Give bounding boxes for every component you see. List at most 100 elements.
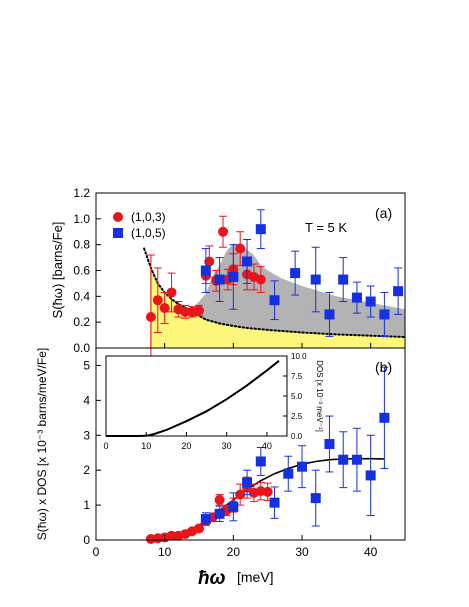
- a-103-point: [152, 295, 163, 306]
- a-103-point: [194, 305, 204, 316]
- legend-marker-circle: [113, 212, 123, 222]
- panel-b-x-tick-label: 0: [93, 545, 100, 559]
- a-105-point: [338, 274, 349, 285]
- panel-a-dotted-curve: [143, 247, 406, 338]
- panel-b-y-label: S(ħω) x DOS [x 10⁻³ barns/meV/Fe]: [35, 348, 49, 540]
- inset-x-tick-label: 20: [181, 441, 191, 451]
- panel-a-y-tick-label: 0.0: [73, 341, 90, 355]
- a-105-point: [324, 309, 335, 320]
- panel-b-x-tick-label: 20: [227, 545, 241, 559]
- panel-b-y-tick-label: 5: [83, 358, 90, 372]
- gray-fill-area: [192, 243, 405, 337]
- b-105-point: [228, 501, 239, 512]
- panel-a-y-ticks: 0.0 0.2 0.4 0.6 0.8 1.0 1.2: [73, 186, 372, 355]
- b-105-point: [200, 514, 211, 525]
- panel-a-y-tick-label: 1.2: [73, 186, 90, 200]
- a-105-point: [200, 265, 211, 276]
- b-105-point: [255, 456, 266, 467]
- panel-b-y-ticks: 0 1 2 3 4 5: [83, 358, 101, 547]
- x-axis-symbol: ħω: [198, 568, 226, 589]
- b-105-point: [310, 493, 321, 504]
- a-105-point: [310, 274, 321, 285]
- panel-b-y-tick-label: 2: [83, 463, 90, 477]
- panel-a-label: (a): [375, 205, 392, 221]
- panel-a-y-tick-label: 0.2: [73, 315, 90, 329]
- b-105-point: [351, 454, 362, 465]
- a-105-point: [351, 292, 362, 303]
- b-103-point: [235, 489, 246, 500]
- b-105-point: [214, 508, 225, 519]
- a-105-point: [393, 286, 404, 297]
- legend: (1,0,3) (1,0,5): [113, 210, 166, 240]
- legend-marker-square: [113, 228, 123, 238]
- a-105-point: [242, 256, 253, 267]
- temperature-annotation: T = 5 K: [305, 220, 347, 235]
- panel-b-y-tick-label: 4: [83, 393, 90, 407]
- inset-y-label: DOS [x 10⁻³ meV⁻¹]: [315, 360, 324, 432]
- inset-y-ticks: 0.0 2.5 5.0 7.5 10.0: [283, 352, 307, 441]
- inset-x-tick-label: 40: [262, 441, 272, 451]
- b-105-point: [338, 454, 349, 465]
- b-105-point: [242, 477, 253, 488]
- a-103-point: [180, 306, 191, 317]
- b-103-point: [214, 494, 225, 505]
- b-105-point: [297, 461, 307, 472]
- a-103-point: [166, 287, 177, 298]
- a-105-point: [228, 271, 239, 282]
- a-105-point: [290, 268, 301, 279]
- a-105-point: [365, 296, 376, 307]
- inset-y-tick-label: 7.5: [291, 372, 303, 381]
- panel-b-y-tick-label: 1: [83, 498, 90, 512]
- panel-b-frame: [95, 347, 406, 541]
- a-103-point: [159, 302, 170, 313]
- panel-b-y-tick-label: 3: [83, 428, 90, 442]
- a-103-point: [204, 256, 215, 267]
- inset-x-ticks: 0 10 20 30 40: [103, 432, 272, 451]
- b-105-point: [269, 497, 280, 508]
- a-103-point: [255, 274, 266, 285]
- panel-a-marks: [145, 209, 404, 380]
- inset-y-tick-label: 2.5: [291, 412, 303, 421]
- panel-b-x-tick-label: 10: [158, 545, 172, 559]
- inset-y-tick-label: 5.0: [291, 392, 303, 401]
- panel-a: 0.0 0.2 0.4 0.6 0.8 1.0 1.2 (a) T = 5 K S(ħω) …: [50, 186, 406, 380]
- b-103-point: [194, 523, 204, 534]
- panel-a-y-tick-label: 0.8: [73, 238, 90, 252]
- inset-y-tick-label: 10.0: [291, 352, 307, 361]
- panel-b-marks: [145, 366, 390, 544]
- inset-x-tick-label: 0: [103, 441, 108, 451]
- panel-b: 0 1 2 3 4 5 0 10 20 30 40 (b) S(ħω) x DOS [x 10⁻³…: [35, 347, 406, 589]
- inset-frame: [105, 355, 288, 437]
- a-105-point: [269, 295, 280, 306]
- panel-b-y-tick-label: 0: [83, 533, 90, 547]
- x-axis-unit: [meV]: [237, 569, 274, 585]
- inset-x-tick-label: 30: [222, 441, 232, 451]
- legend-label-103: (1,0,3): [131, 210, 166, 224]
- a-105-point: [214, 274, 225, 285]
- inset-dos-chart: 0.0 2.5 5.0 7.5 10.0 0 10 20 30 40 DOS [x 10⁻³ m…: [103, 352, 324, 451]
- a-103-point: [145, 312, 156, 322]
- b-105-point: [324, 439, 335, 449]
- a-103-point: [235, 243, 246, 254]
- b-103-point: [166, 530, 177, 541]
- b-105-point: [379, 412, 390, 423]
- a-105-point: [255, 224, 266, 235]
- panel-b-x-tick-label: 40: [364, 545, 378, 559]
- b-103-point: [262, 486, 273, 497]
- inset-dos-curve: [106, 360, 280, 437]
- inset-y-tick-label: 0.0: [291, 432, 303, 441]
- legend-label-105: (1,0,5): [131, 226, 166, 240]
- panel-b-x-tick-label: 30: [295, 545, 309, 559]
- a-105-point: [379, 309, 390, 320]
- inset-dos-line: [106, 360, 280, 437]
- yellow-fill-area: [150, 270, 405, 348]
- panel-b-label: (b): [375, 359, 392, 375]
- panel-b-x-ticks: 0 10 20 30 40: [93, 535, 378, 559]
- a-103-point: [218, 226, 229, 237]
- panel-a-y-tick-label: 0.6: [73, 264, 90, 278]
- dotted-curve-line: [143, 247, 406, 338]
- panel-a-y-tick-label: 1.0: [73, 212, 90, 226]
- b-105-point: [283, 468, 294, 479]
- panel-a-y-tick-label: 0.4: [73, 289, 90, 303]
